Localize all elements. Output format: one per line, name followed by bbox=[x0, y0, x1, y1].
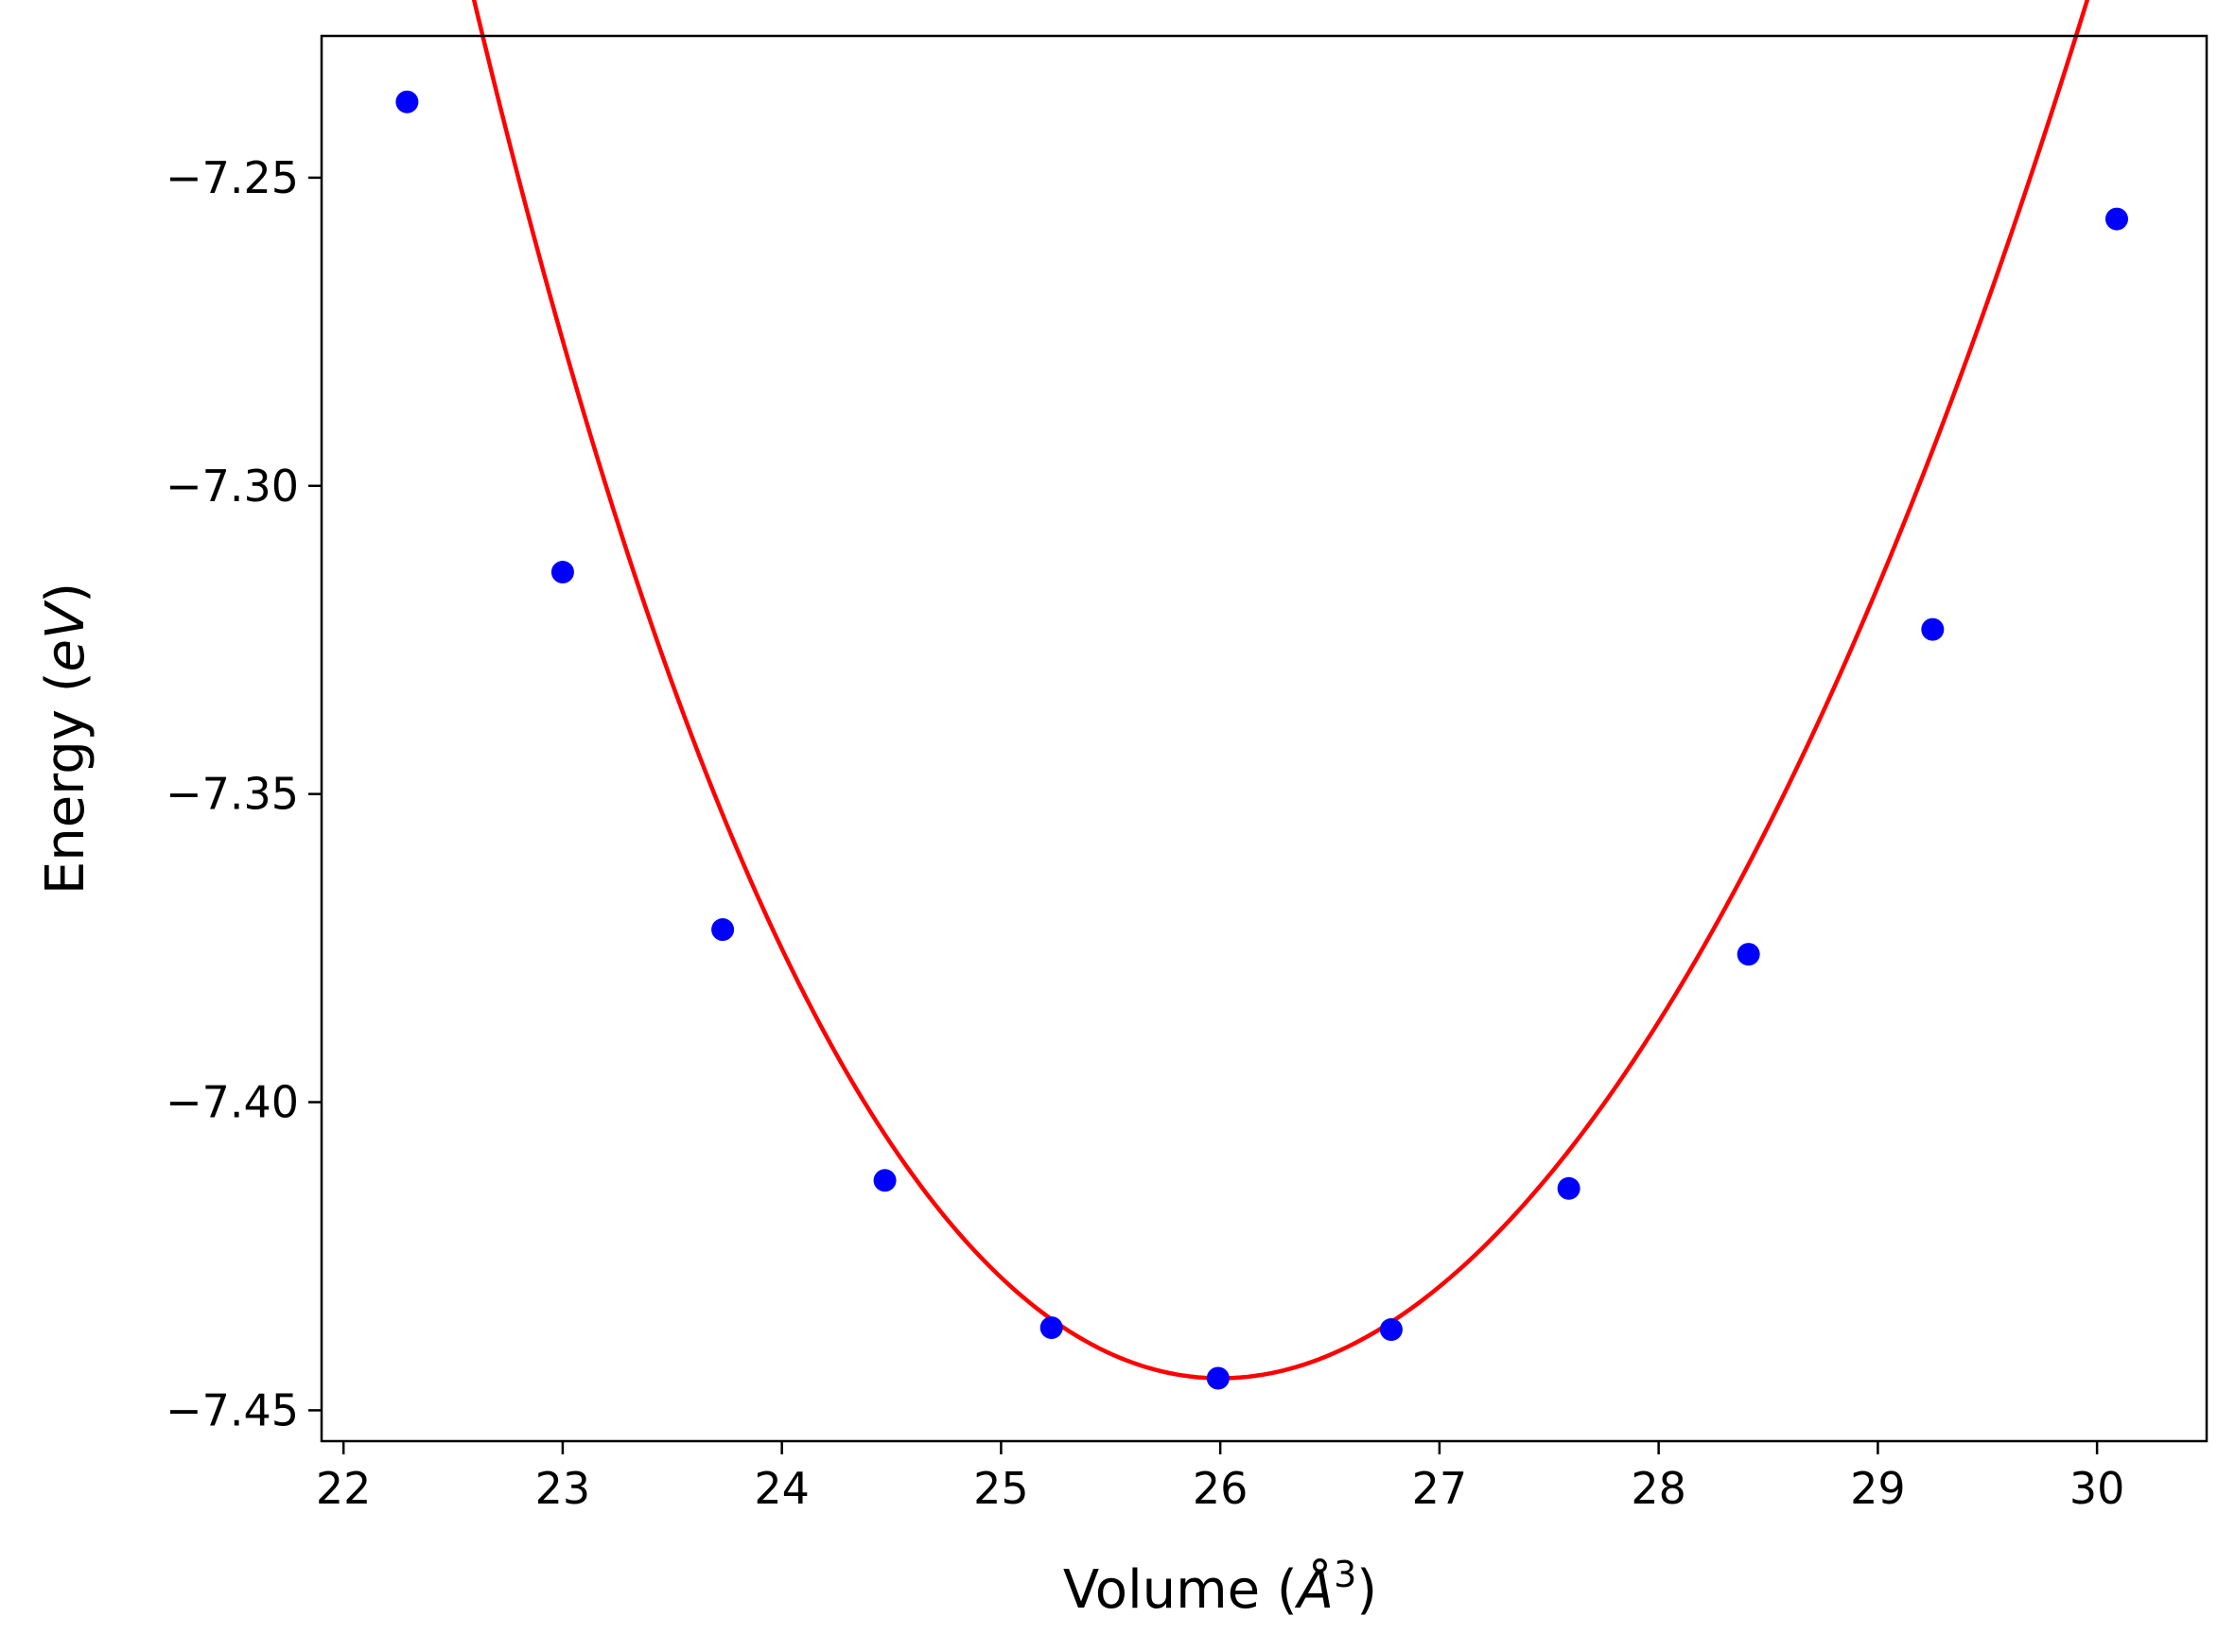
data-point bbox=[873, 1169, 897, 1192]
x-tick-label: 27 bbox=[1412, 1463, 1468, 1514]
data-points-layer bbox=[395, 90, 2128, 1390]
plot-background bbox=[322, 36, 2207, 1441]
x-tick-label: 25 bbox=[973, 1463, 1029, 1514]
y-axis-title: Energy (eV) bbox=[35, 583, 96, 895]
y-axis-ticks: −7.25 −7.30 −7.35 −7.40 −7.45 bbox=[166, 152, 322, 1435]
x-tick-label: 26 bbox=[1193, 1463, 1248, 1514]
data-point bbox=[550, 561, 574, 584]
fit-curve bbox=[471, 0, 2090, 1381]
y-tick-label: −7.35 bbox=[166, 769, 299, 820]
data-point bbox=[1557, 1176, 1580, 1200]
x-tick-label: 30 bbox=[2069, 1463, 2125, 1514]
data-point bbox=[1379, 1318, 1403, 1342]
data-point bbox=[1039, 1316, 1063, 1340]
data-point bbox=[711, 918, 735, 942]
plot-frame bbox=[320, 34, 2209, 1443]
x-tick-label: 22 bbox=[316, 1463, 372, 1514]
y-tick-label: −7.30 bbox=[166, 461, 299, 512]
x-axis-ticks: 22 23 24 25 26 27 28 29 30 bbox=[316, 1441, 2125, 1514]
x-tick-label: 28 bbox=[1631, 1463, 1686, 1514]
x-tick-label: 29 bbox=[1850, 1463, 1906, 1514]
y-tick-label: −7.45 bbox=[166, 1384, 299, 1435]
x-tick-label: 23 bbox=[535, 1463, 591, 1514]
data-point bbox=[1921, 617, 1945, 641]
x-tick-label: 24 bbox=[754, 1463, 810, 1514]
y-tick-label: −7.40 bbox=[166, 1077, 299, 1128]
data-point bbox=[2104, 207, 2128, 231]
fit-curve-layer bbox=[471, 0, 2090, 1381]
data-point bbox=[1206, 1366, 1230, 1390]
y-tick-label: −7.25 bbox=[166, 152, 299, 203]
data-point bbox=[395, 90, 419, 113]
data-point bbox=[1737, 943, 1760, 966]
x-axis-title: Volume (Å3) bbox=[1063, 1554, 1377, 1621]
